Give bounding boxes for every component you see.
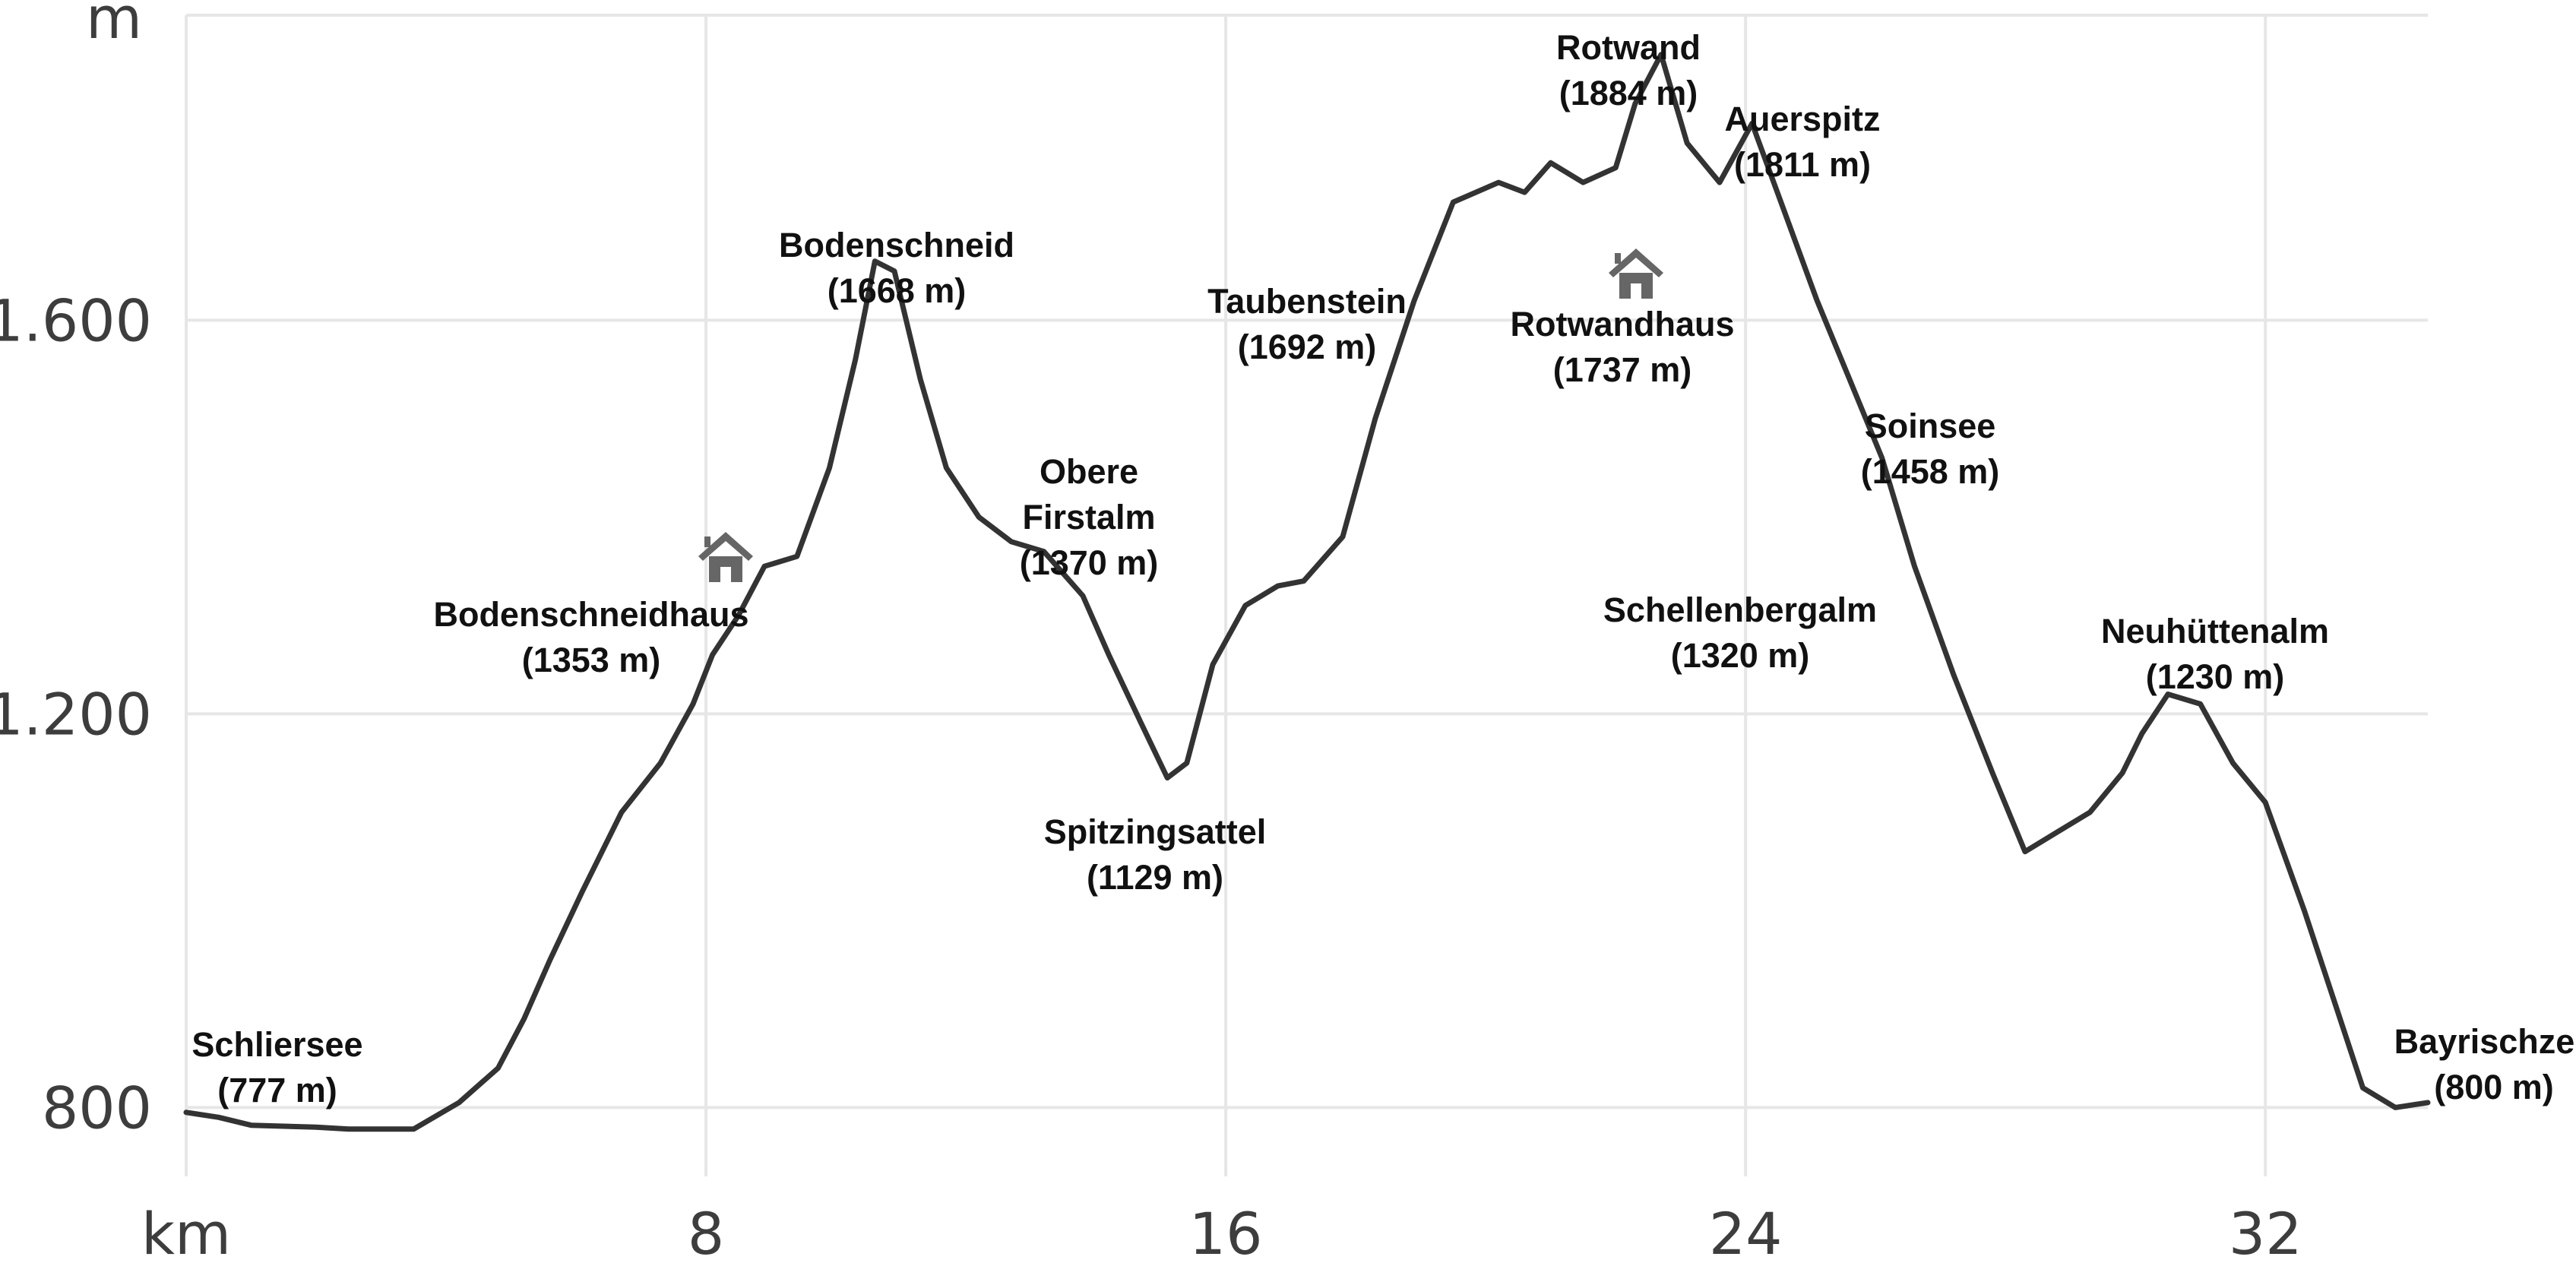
annotation-elevation: (1737 m) (1553, 350, 1692, 389)
annotation-elevation: (777 m) (217, 1071, 337, 1109)
x-tick-label-8: 8 (688, 1200, 724, 1263)
annotation-elevation: (1230 m) (2146, 657, 2285, 696)
y-axis-unit: m (86, 0, 142, 52)
annotation-bayrischzell: Bayrischzell (800 m) (2394, 1022, 2576, 1106)
annotation-schliersee: Schliersee (777 m) (191, 1025, 362, 1109)
annotation-name: Taubenstein (1207, 282, 1407, 321)
annotation-elevation: (1370 m) (1020, 543, 1159, 582)
annotation-spitzingsattel: Spitzingsattel (1129 m) (1044, 812, 1267, 897)
annotation-name: Bayrischzell (2394, 1022, 2576, 1061)
annotation-bodenschneid: Bodenschneid (1668 m) (779, 226, 1014, 310)
annotation-name: Schliersee (191, 1025, 362, 1064)
y-tick-label-1600: 1.600 (0, 286, 152, 354)
annotation-name: Spitzingsattel (1044, 812, 1267, 851)
annotation-elevation: (1692 m) (1238, 328, 1377, 366)
x-tick-label-24: 24 (1709, 1200, 1783, 1263)
annotation-schellenbergalm: Schellenbergalm (1320 m) (1603, 590, 1877, 675)
annotation-name: Auerspitz (1724, 100, 1880, 138)
annotation-bodenschneidhaus: Bodenschneidhaus (1353 m) (433, 595, 748, 679)
annotation-name: Rotwandhaus (1510, 305, 1734, 343)
annotation-name: Rotwand (1556, 28, 1701, 67)
y-tick-label-1200: 1.200 (0, 680, 152, 748)
annotation-obere-firstalm: Obere Firstalm (1370 m) (1020, 452, 1159, 582)
grid-lines (185, 14, 2428, 1176)
annotation-elevation: (1320 m) (1671, 636, 1810, 675)
annotation-elevation: (1129 m) (1087, 858, 1223, 897)
annotation-soinsee: Soinsee (1458 m) (1861, 407, 2000, 491)
house-icon (698, 532, 753, 582)
annotation-name: Neuhüttenalm (2101, 612, 2329, 650)
annotation-rotwand: Rotwand (1884 m) (1556, 28, 1701, 112)
annotation-name: Bodenschneidhaus (433, 595, 748, 634)
annotation-elevation: (1884 m) (1559, 74, 1698, 112)
annotation-auerspitz: Auerspitz (1811 m) (1724, 100, 1880, 184)
annotation-elevation: (1668 m) (828, 271, 967, 310)
annotation-name: Soinsee (1865, 407, 1996, 445)
y-tick-label-800: 800 (42, 1074, 152, 1141)
annotation-name: Schellenbergalm (1603, 590, 1877, 629)
elevation-profile-line (183, 52, 2431, 1132)
annotation-rotwandhaus: Rotwandhaus (1737 m) (1510, 305, 1734, 389)
house-icon (1609, 248, 1663, 299)
annotation-elevation: (1811 m) (1734, 145, 1871, 184)
annotation-name-line2: Firstalm (1022, 498, 1155, 537)
annotation-elevation: (800 m) (2434, 1068, 2554, 1106)
annotation-elevation: (1458 m) (1861, 452, 2000, 491)
annotation-neuhuettenalm: Neuhüttenalm (1230 m) (2101, 612, 2329, 696)
annotation-taubenstein: Taubenstein (1692 m) (1207, 282, 1407, 366)
annotation-elevation: (1353 m) (522, 641, 661, 679)
annotation-name: Bodenschneid (779, 226, 1014, 264)
annotation-name: Obere (1040, 452, 1138, 491)
x-tick-label-16: 16 (1189, 1200, 1263, 1263)
x-axis-unit: km (141, 1200, 231, 1263)
x-tick-label-32: 32 (2229, 1200, 2302, 1263)
